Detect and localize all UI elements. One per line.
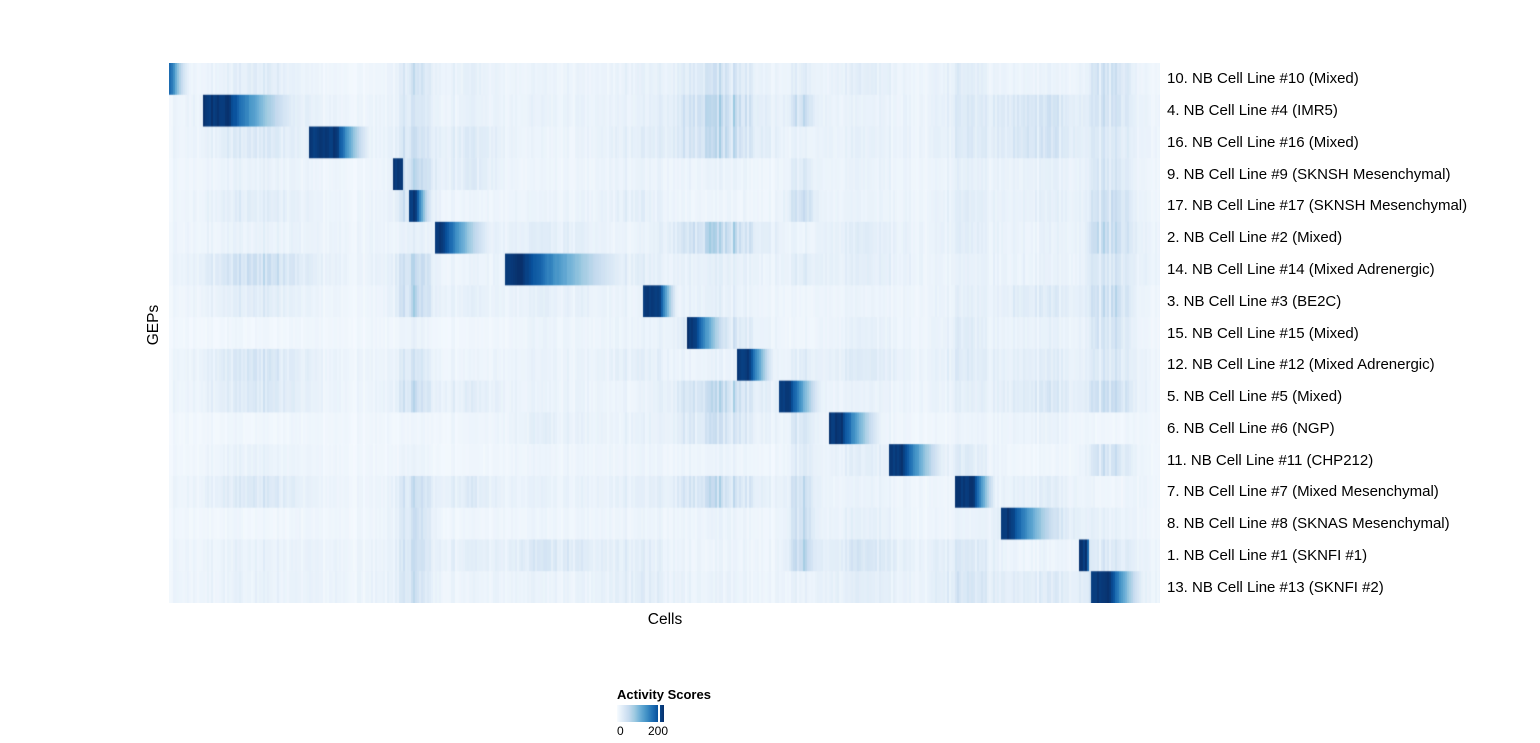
legend-tick-label-max: 200 bbox=[647, 724, 669, 738]
legend-title: Activity Scores bbox=[617, 687, 711, 702]
row-label: 14. NB Cell Line #14 (Mixed Adrenergic) bbox=[1167, 260, 1435, 278]
row-label: 8. NB Cell Line #8 (SKNAS Mesenchymal) bbox=[1167, 515, 1450, 533]
legend-tick-mark bbox=[657, 705, 660, 722]
x-axis-label: Cells bbox=[647, 611, 683, 628]
row-label: 16. NB Cell Line #16 (Mixed) bbox=[1167, 133, 1359, 151]
legend-ticks: 0 200 bbox=[617, 724, 677, 738]
row-label: 7. NB Cell Line #7 (Mixed Mesenchymal) bbox=[1167, 483, 1439, 501]
activity-scores-legend: Activity Scores 0 200 bbox=[617, 687, 757, 738]
row-label: 17. NB Cell Line #17 (SKNSH Mesenchymal) bbox=[1167, 197, 1468, 215]
row-label: 1. NB Cell Line #1 (SKNFI #1) bbox=[1167, 546, 1368, 564]
row-label: 11. NB Cell Line #11 (CHP212) bbox=[1167, 451, 1374, 469]
heatmap-canvas bbox=[169, 63, 1160, 603]
legend-tick-label-min: 0 bbox=[617, 724, 624, 738]
row-label: 3. NB Cell Line #3 (BE2C) bbox=[1167, 292, 1342, 310]
row-label: 12. NB Cell Line #12 (Mixed Adrenergic) bbox=[1167, 356, 1435, 374]
row-label: 9. NB Cell Line #9 (SKNSH Mesenchymal) bbox=[1167, 165, 1451, 183]
legend-gradient-bar bbox=[617, 705, 664, 722]
row-label: 4. NB Cell Line #4 (IMR5) bbox=[1167, 102, 1338, 120]
row-label: 5. NB Cell Line #5 (Mixed) bbox=[1167, 388, 1343, 406]
y-axis-label: GEPs bbox=[145, 304, 162, 346]
row-label: 6. NB Cell Line #6 (NGP) bbox=[1167, 419, 1335, 437]
row-label: 15. NB Cell Line #15 (Mixed) bbox=[1167, 324, 1359, 342]
row-label: 2. NB Cell Line #2 (Mixed) bbox=[1167, 229, 1343, 247]
row-label: 10. NB Cell Line #10 (Mixed) bbox=[1167, 70, 1359, 88]
row-label: 13. NB Cell Line #13 (SKNFI #2) bbox=[1167, 578, 1384, 596]
